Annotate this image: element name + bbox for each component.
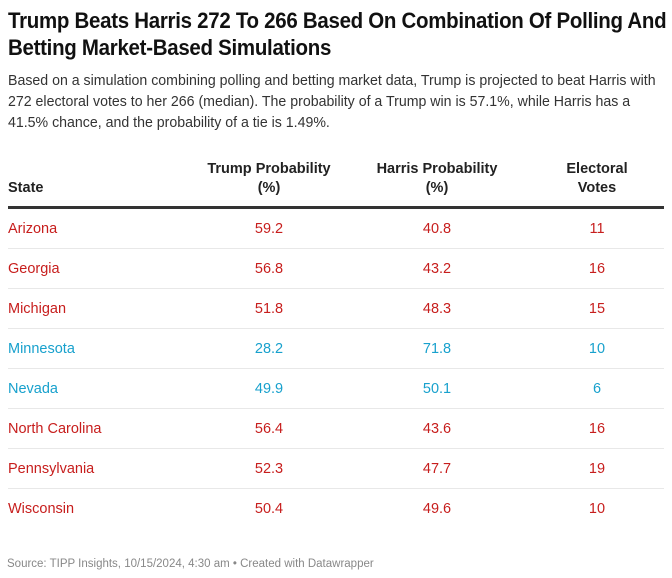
header-harris-probability: Harris Probability (%)	[344, 160, 530, 209]
cell-electoral-votes: 11	[530, 207, 664, 249]
cell-state: Michigan	[8, 288, 194, 329]
cell-trump-probability: 49.9	[194, 368, 344, 409]
cell-trump-probability: 50.4	[254, 500, 284, 517]
cell-harris-probability: 50.1	[344, 368, 530, 409]
cell-state: Georgia	[8, 248, 194, 289]
table-header-row: State Trump Probability (%) Harris Probab…	[8, 160, 664, 209]
cell-trump-probability: 59.2	[194, 207, 344, 249]
header-electoral-votes: Electoral Votes	[530, 160, 664, 209]
results-table: State Trump Probability (%) Harris Probab…	[8, 160, 664, 528]
table-row: Nevada 49.9 50.1 6	[8, 368, 664, 409]
cell-electoral-votes: 10	[530, 328, 664, 369]
cell-electoral-votes: 15	[530, 288, 664, 329]
table-row: Pennsylvania 52.3 47.7 19	[8, 448, 664, 489]
description: Based on a simulation combining polling …	[8, 73, 656, 131]
header-state: State	[8, 160, 194, 209]
table-row: North Carolina 56.4 43.6 16	[8, 408, 664, 449]
source-footer: Source: TIPP Insights, 10/15/2024, 4:30 …	[7, 558, 374, 570]
table-row: Minnesota 28.2 71.8 10	[8, 328, 664, 369]
cell-harris-probability: 40.8	[344, 207, 530, 249]
cell-electoral-votes: 6	[530, 368, 664, 409]
cell-harris-probability: 43.2	[344, 248, 530, 289]
cell-state: North Carolina	[8, 408, 194, 449]
cell-state: Minnesota	[8, 328, 194, 369]
cell-harris-probability: 43.6	[344, 408, 530, 449]
header-trump-probability: Trump Probability (%)	[194, 160, 344, 209]
cell-electoral-votes: 16	[530, 408, 664, 449]
cell-trump-probability: 56.8	[194, 248, 344, 289]
cell-electoral-votes: 16	[530, 248, 664, 289]
cell-state: Arizona	[8, 207, 194, 249]
cell-state: Wisconsin	[8, 500, 75, 517]
cell-electoral-votes: 10	[588, 500, 606, 517]
cell-trump-probability: 56.4	[194, 408, 344, 449]
cell-harris-probability: 49.6	[422, 500, 452, 517]
cell-trump-probability: 28.2	[194, 328, 344, 369]
table-row: Wisconsin 50.4 49.6 10	[8, 489, 664, 529]
table-row: Georgia 56.8 43.2 16	[8, 248, 664, 289]
cell-harris-probability: 48.3	[344, 288, 530, 329]
cell-harris-probability: 47.7	[344, 448, 530, 489]
cell-state: Pennsylvania	[8, 448, 194, 489]
cell-state: Nevada	[8, 368, 194, 409]
cell-electoral-votes: 19	[530, 448, 664, 489]
page-title: Trump Beats Harris 272 To 266 Based On C…	[8, 8, 667, 60]
cell-trump-probability: 52.3	[194, 448, 344, 489]
table-row: Arizona 59.2 40.8 11	[8, 207, 664, 249]
cell-harris-probability: 71.8	[344, 328, 530, 369]
table-row: Michigan 51.8 48.3 15	[8, 288, 664, 329]
cell-trump-probability: 51.8	[194, 288, 344, 329]
